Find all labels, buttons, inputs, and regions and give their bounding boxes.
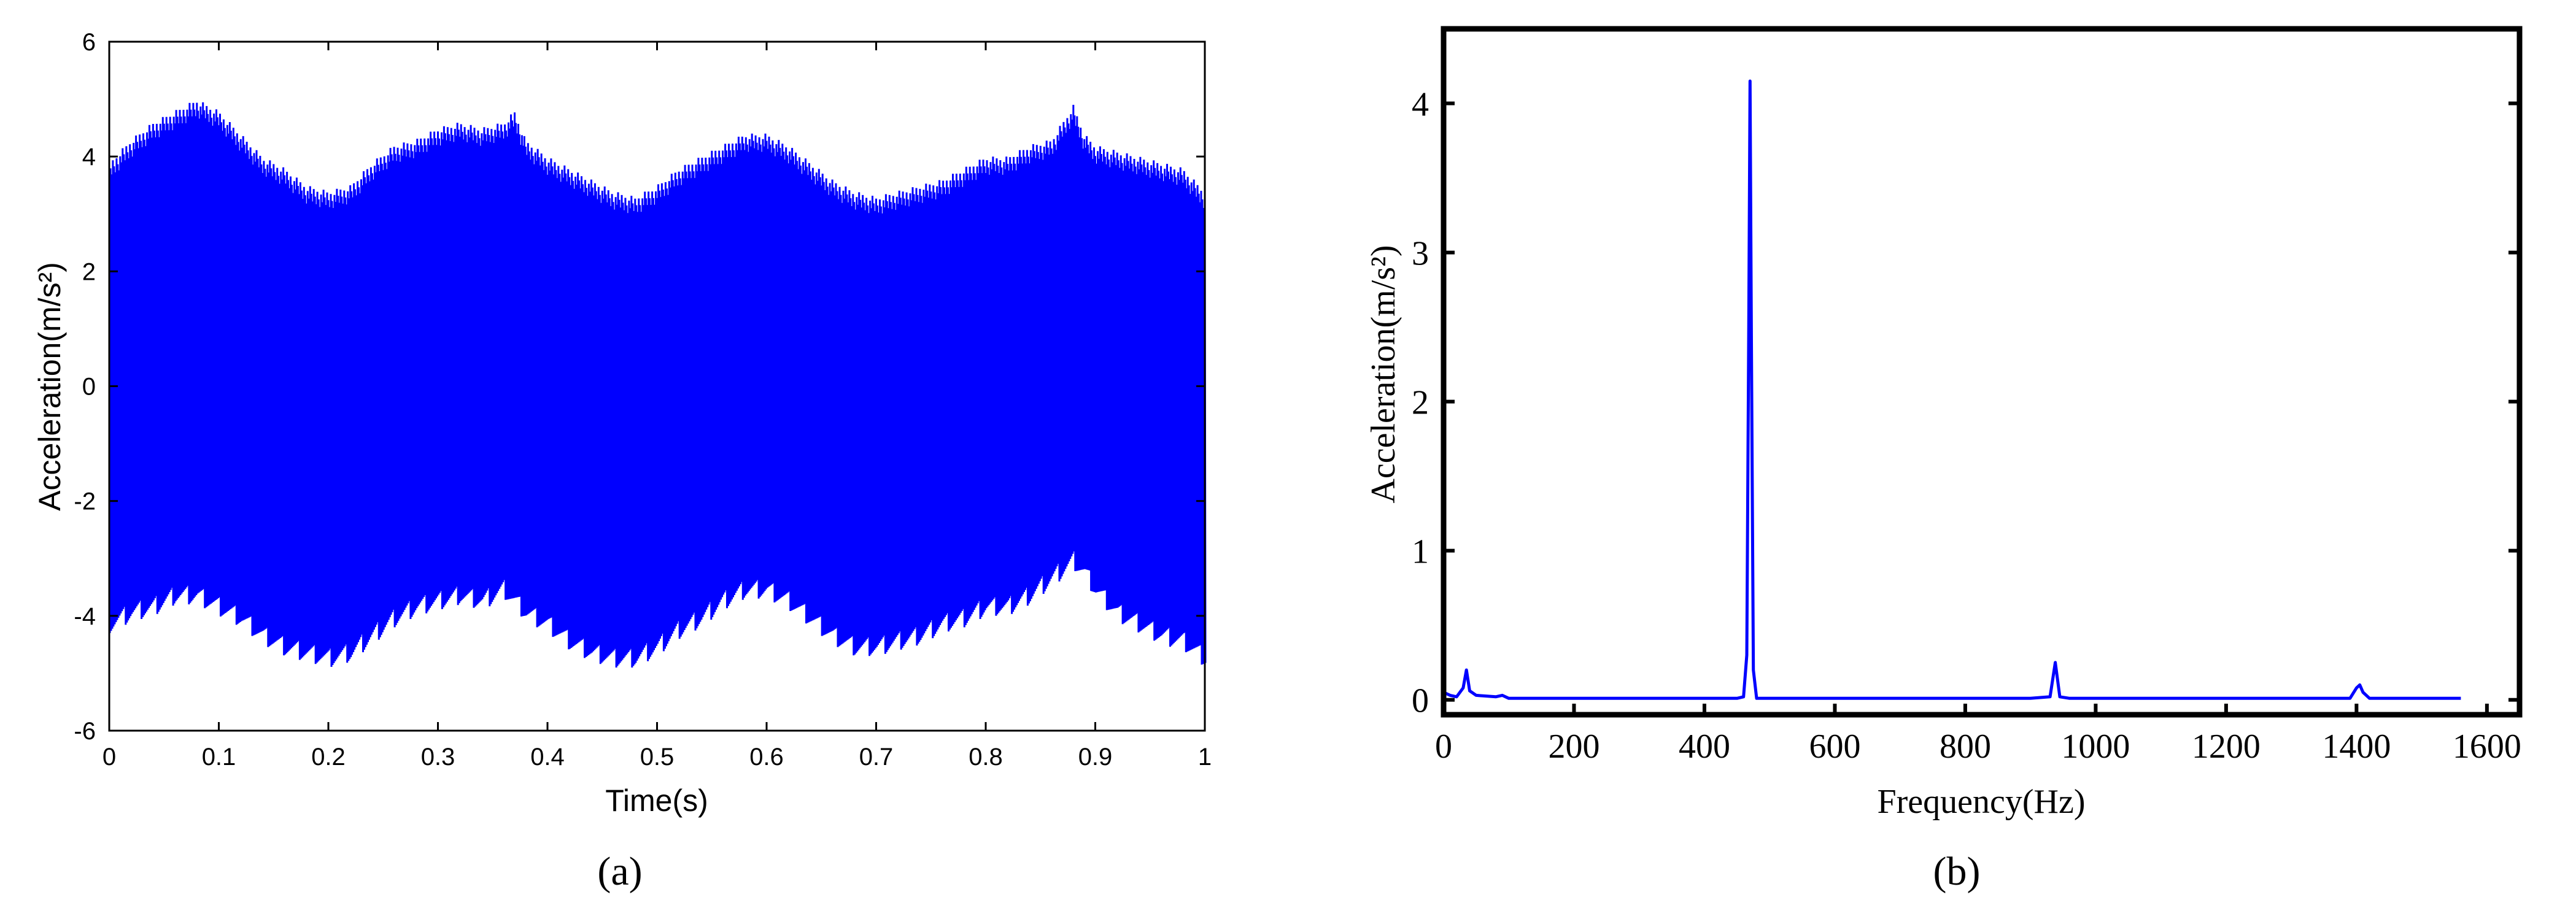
panel-a-series-group [108, 102, 1207, 668]
panel-b-y-axis-label: Acceleration(m/s²) [1364, 245, 1402, 503]
panel-a-y-tick-label: -4 [74, 603, 96, 630]
panel-a-x-tick-label: 0.6 [749, 744, 784, 771]
panel-a-y-tick-label: 2 [82, 258, 96, 285]
panel-b-plot-area [1444, 29, 2520, 715]
panel-a-y-tick-label: -6 [74, 718, 96, 745]
panel-a-x-tick-label: 0.3 [421, 744, 455, 771]
panel-a-y-tick-label: -2 [74, 488, 96, 515]
panel-b-y-tick-label: 2 [1412, 384, 1429, 422]
panel-b-x-tick-label: 1200 [2192, 728, 2261, 766]
panel-a-x-tick-label: 1 [1198, 744, 1212, 771]
panel-b-plot-frame [1441, 26, 2523, 718]
panel-b-frequency-spectrum-chart: 0 200 400 600 800 1000 1200 1400 1600 0 1 2 3 4 Freq… [1364, 26, 2523, 894]
panel-a-x-tick-label: 0 [102, 744, 116, 771]
panel-a-x-tick-label: 0.4 [530, 744, 565, 771]
panel-b-y-ticks: 0 1 2 3 4 [1412, 86, 2520, 720]
panel-b-y-tick-label: 3 [1412, 235, 1429, 273]
panel-a-x-tick-label: 0.1 [202, 744, 236, 771]
panel-a-y-axis-label: Acceleration(m/s²) [33, 262, 67, 511]
panel-a-x-tick-label: 0.7 [859, 744, 894, 771]
panel-b-y-tick-label: 0 [1412, 682, 1429, 720]
panel-b-x-tick-label: 1600 [2453, 728, 2521, 766]
panel-b-series-group [1442, 79, 2461, 700]
panel-b-y-tick-label: 1 [1412, 533, 1429, 571]
panel-a-x-tick-label: 0.2 [311, 744, 346, 771]
panel-b-x-tick-label: 800 [1940, 728, 1991, 766]
panel-a-x-ticks: 0 0.1 0.2 0.3 0.4 0.5 0.6 0.7 0.8 0.9 1 [102, 42, 1212, 771]
panel-a-y-tick-label: 4 [82, 144, 96, 171]
panel-b-y-tick-label: 4 [1412, 86, 1429, 124]
panel-b-x-tick-label: 400 [1679, 728, 1730, 766]
panel-b-x-tick-label: 200 [1548, 728, 1599, 766]
panel-a-time-signal-chart: 0 0.1 0.2 0.3 0.4 0.5 0.6 0.7 0.8 0.9 1 6 4 2 0 -2 -4 -6… [33, 29, 1212, 894]
panel-a-x-tick-label: 0.9 [1078, 744, 1113, 771]
panel-a-y-ticks: 6 4 2 0 -2 -4 -6 [74, 29, 1205, 745]
panel-b-x-axis-label: Frequency(Hz) [1878, 783, 2086, 821]
panel-b-x-tick-label: 0 [1435, 728, 1452, 766]
panel-a-y-tick-label: 0 [82, 374, 96, 401]
panel-b-spectrum-line [1442, 79, 2461, 700]
panel-a-x-axis-label: Time(s) [605, 783, 708, 818]
panel-a-x-tick-label: 0.8 [969, 744, 1003, 771]
panel-b-x-tick-label: 1000 [2061, 728, 2130, 766]
panel-b-label: (b) [1933, 849, 1981, 894]
panel-b-x-tick-label: 1400 [2322, 728, 2391, 766]
panel-a-signal-fill [109, 133, 1205, 633]
panel-b-x-ticks: 0 200 400 600 800 1000 1200 1400 1600 [1435, 704, 2521, 766]
panel-b-x-tick-label: 600 [1809, 728, 1860, 766]
panel-a-x-tick-label: 0.5 [640, 744, 675, 771]
panel-a-label: (a) [597, 849, 642, 894]
panel-a-y-tick-label: 6 [82, 29, 96, 56]
